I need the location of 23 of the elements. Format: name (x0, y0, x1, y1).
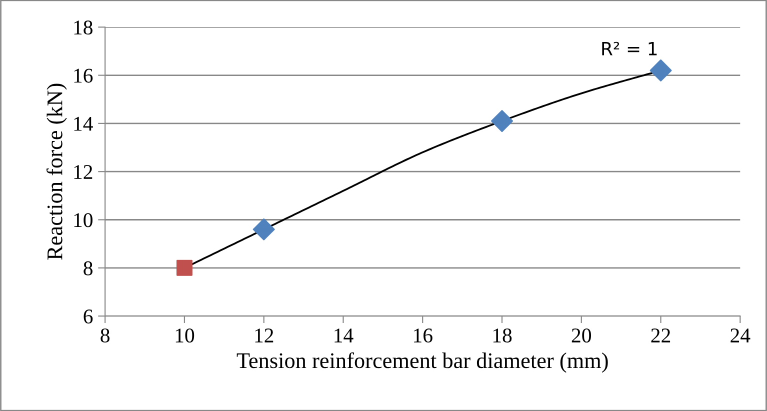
point (491, 110, 513, 132)
y-axis-title: Reaction force (kN) (46, 84, 67, 260)
x-tick-label: 14 (334, 328, 354, 342)
x-tick-label: 24 (730, 328, 750, 342)
y-tick-label: 6 (84, 309, 93, 324)
y-tick-label: 12 (74, 165, 92, 179)
x-tick-label: 22 (651, 328, 670, 342)
y-tick-label: 10 (74, 213, 92, 228)
x-axis-title: Tension reinforcement bar diameter (mm) (236, 352, 608, 373)
x-tick-label: 12 (255, 328, 274, 342)
point (650, 59, 672, 82)
x-tick-label: 18 (493, 328, 512, 343)
x-tick-label: 16 (414, 328, 432, 343)
point (176, 260, 192, 276)
x-tick-label: 8 (100, 328, 110, 343)
point (252, 218, 275, 240)
y-tick-label: 8 (84, 261, 92, 276)
y-tick-label: 18 (74, 20, 92, 35)
annotation: R² = 1 (602, 42, 657, 56)
y-tick-label: 14 (74, 116, 93, 131)
y-tick-label: 16 (74, 68, 93, 83)
x-tick-label: 20 (572, 328, 592, 343)
x-tick-label: 10 (176, 328, 194, 343)
